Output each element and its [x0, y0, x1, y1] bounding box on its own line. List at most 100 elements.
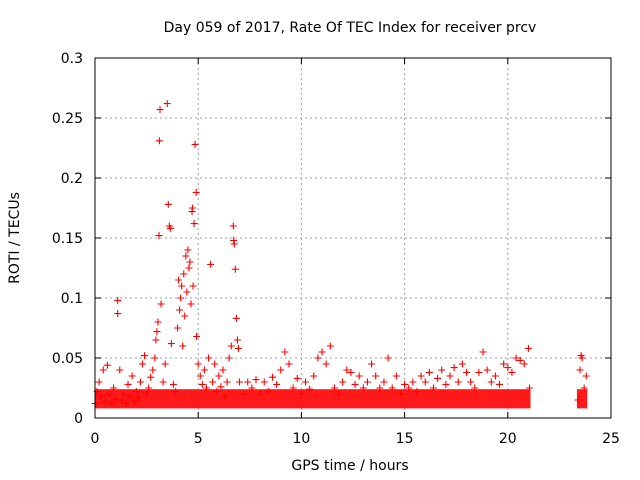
- scatter-point: [166, 224, 174, 232]
- scatter-point: [458, 360, 466, 368]
- scatter-point: [326, 342, 334, 350]
- scatter-point: [293, 374, 301, 382]
- scatter-point: [359, 384, 367, 392]
- scatter-point: [240, 390, 248, 398]
- scatter-point: [163, 100, 171, 108]
- scatter-point: [260, 378, 268, 386]
- scatter-point: [273, 380, 281, 388]
- scatter-point: [143, 390, 151, 398]
- scatter-point: [314, 354, 322, 362]
- scatter-point: [187, 300, 195, 308]
- scatter-point: [429, 384, 437, 392]
- scatter-point: [110, 384, 118, 392]
- scatter-point: [205, 354, 213, 362]
- scatter-point: [122, 400, 130, 408]
- scatter-point: [363, 378, 371, 386]
- scatter-point: [114, 310, 122, 318]
- scatter-point: [233, 336, 241, 344]
- scatter-point: [190, 220, 198, 228]
- scatter-point: [154, 318, 162, 326]
- scatter-point: [256, 390, 264, 398]
- scatter-point: [512, 354, 520, 362]
- scatter-point: [230, 240, 238, 248]
- scatter-point: [153, 328, 161, 336]
- scatter-point: [202, 384, 210, 392]
- scatter-point: [147, 373, 155, 381]
- scatter-point: [99, 366, 107, 374]
- y-tick-label: 0: [74, 411, 83, 427]
- scatter-point: [384, 354, 392, 362]
- scatter-point: [182, 252, 190, 260]
- scatter-point: [297, 390, 305, 398]
- scatter-point: [234, 344, 242, 352]
- scatter-point: [95, 378, 103, 386]
- scatter-point: [132, 388, 140, 396]
- x-tick-label: 20: [499, 431, 517, 447]
- scatter-point: [355, 372, 363, 380]
- scatter-point: [578, 354, 586, 362]
- scatter-point: [413, 388, 421, 396]
- scatter-point: [126, 392, 134, 400]
- scatter-point: [479, 348, 487, 356]
- scatter-point: [376, 384, 384, 392]
- x-tick-labels: 0 5 10 15 20 25: [91, 431, 620, 447]
- scatter-point: [330, 384, 338, 392]
- scatter-point: [372, 372, 380, 380]
- scatter-point: [167, 340, 175, 348]
- scatter-point: [388, 384, 396, 392]
- scatter-point: [97, 392, 105, 400]
- x-axis-label: GPS time / hours: [291, 458, 408, 474]
- scatter-point: [105, 390, 113, 398]
- scatter-point: [188, 204, 196, 212]
- x-tick-label: 10: [292, 431, 310, 447]
- scatter-point: [576, 366, 584, 374]
- x-tick-label: 25: [602, 431, 620, 447]
- scatter-point: [281, 348, 289, 356]
- scatter-point: [339, 378, 347, 386]
- scatter-point: [487, 378, 495, 386]
- scatter-point: [141, 352, 149, 360]
- scatter-point: [496, 380, 504, 388]
- scatter-point: [322, 360, 330, 368]
- scatter-point: [194, 360, 202, 368]
- scatter-point: [409, 378, 417, 386]
- scatter-point: [425, 368, 433, 376]
- scatter-point: [483, 366, 491, 374]
- scatter-point: [175, 276, 183, 284]
- scatter-point: [120, 390, 128, 398]
- scatter-point: [128, 372, 136, 380]
- scatter-point: [213, 388, 221, 396]
- scatter-point: [157, 300, 165, 308]
- scatter-point: [145, 384, 153, 392]
- scatter-point: [248, 384, 256, 392]
- scatter-point: [192, 188, 200, 196]
- scatter-point: [285, 360, 293, 368]
- scatter-point: [219, 366, 227, 374]
- scatter-point: [223, 378, 231, 386]
- scatter-point: [504, 364, 512, 372]
- scatter-point: [244, 378, 252, 386]
- y-tick-label: 0.3: [61, 51, 83, 67]
- scatter-point: [215, 372, 223, 380]
- scatter-point: [392, 372, 400, 380]
- scatter-point: [112, 395, 120, 403]
- scatter-point: [582, 372, 590, 380]
- scatter-point: [169, 380, 177, 388]
- x-tick-label: 0: [91, 431, 100, 447]
- scatter-point: [179, 342, 187, 350]
- baseline-density-band: [576, 389, 588, 409]
- scatter-point: [471, 384, 479, 392]
- chart-title: Day 059 of 2017, Rate Of TEC Index for r…: [164, 20, 537, 36]
- scatter-point: [186, 258, 194, 266]
- scatter-point: [405, 384, 413, 392]
- scatter-point: [351, 380, 359, 388]
- scatter-point: [161, 360, 169, 368]
- scatter-point: [302, 378, 310, 386]
- scatter-point: [198, 380, 206, 388]
- scatter-point: [152, 336, 160, 344]
- baseline-density-band: [95, 389, 531, 409]
- scatter-point: [335, 390, 343, 398]
- scatter-point: [196, 372, 204, 380]
- grid-lines: [95, 58, 611, 418]
- scatter-point: [442, 380, 450, 388]
